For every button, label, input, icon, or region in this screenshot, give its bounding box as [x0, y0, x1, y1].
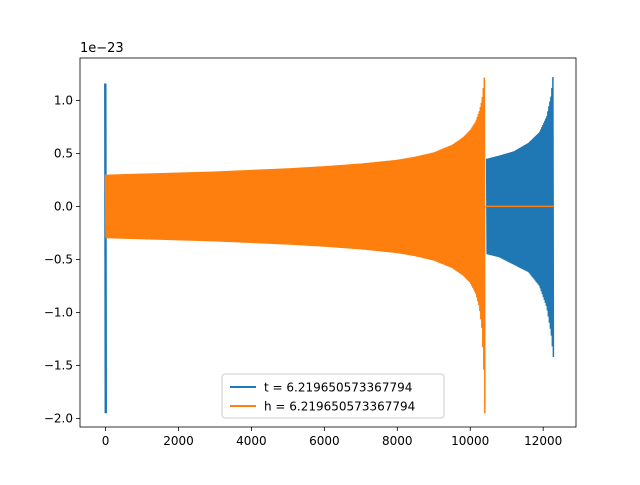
y-tick-label: 0.0: [54, 199, 73, 213]
series-2-oscillation-1: [104, 77, 486, 414]
y-axis-offset-label: 1e−23: [80, 41, 124, 56]
x-tick-label: 0: [102, 434, 110, 448]
y-tick-label: −1.0: [44, 305, 73, 319]
plot-frame: [79, 57, 577, 428]
x-tick-label: 8000: [382, 434, 413, 448]
series-1-oscillation-1: [104, 83, 108, 414]
y-tick-label: −0.5: [44, 252, 73, 266]
legend: t = 6.219650573367794 h = 6.2196505733677…: [221, 373, 445, 419]
x-tick-label: 2000: [163, 434, 194, 448]
y-tick-label: −1.5: [44, 359, 73, 373]
series-1-oscillation-2: [485, 77, 555, 358]
x-tick-label: 4000: [236, 434, 267, 448]
series-2: [104, 77, 554, 414]
legend-label-2: h = 6.219650573367794: [264, 400, 415, 414]
legend-box: [221, 373, 445, 419]
y-tick-label: 0.5: [54, 146, 73, 160]
series-1: [104, 77, 555, 414]
x-tick-label: 12000: [524, 434, 562, 448]
y-tick-label: −2.0: [44, 412, 73, 426]
y-tick-label: 1.0: [54, 93, 73, 107]
x-tick-label: 10000: [451, 434, 489, 448]
legend-label-1: t = 6.219650573367794: [264, 381, 412, 395]
x-tick-label: 6000: [309, 434, 340, 448]
